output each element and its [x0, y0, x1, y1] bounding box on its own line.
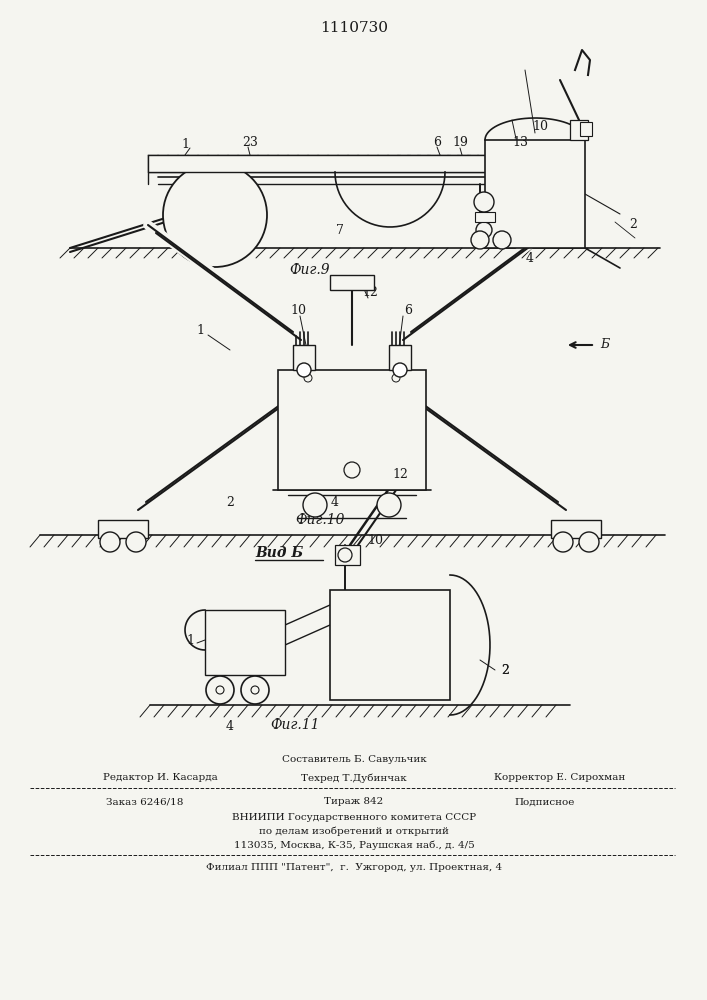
Circle shape: [216, 686, 224, 694]
Text: 4: 4: [331, 496, 339, 510]
Text: 4: 4: [526, 251, 534, 264]
Text: 7: 7: [336, 224, 344, 236]
Text: 2: 2: [501, 664, 509, 676]
Bar: [205, 610, 285, 675]
Text: Подписное: Подписное: [515, 798, 575, 806]
Circle shape: [579, 532, 599, 552]
Bar: [485, 140, 585, 248]
Text: Заказ 6246/18: Заказ 6246/18: [106, 798, 184, 806]
Text: 113035, Москва, К-35, Раушская наб., д. 4/5: 113035, Москва, К-35, Раушская наб., д. …: [233, 840, 474, 850]
Bar: [335, 545, 360, 565]
Text: 1110730: 1110730: [320, 21, 388, 35]
Text: 1: 1: [181, 138, 189, 151]
Text: 23: 23: [242, 136, 258, 149]
Circle shape: [241, 676, 269, 704]
Text: по делам изобретений и открытий: по делам изобретений и открытий: [259, 826, 449, 836]
Text: Редактор И. Касарда: Редактор И. Касарда: [103, 774, 217, 782]
Text: 1: 1: [196, 324, 204, 336]
Text: 2: 2: [629, 218, 637, 231]
Circle shape: [493, 231, 511, 249]
Text: Б: Б: [600, 338, 609, 352]
Text: 6: 6: [433, 136, 441, 149]
Text: 12: 12: [362, 286, 378, 300]
Text: 19: 19: [452, 136, 468, 149]
Circle shape: [344, 462, 360, 478]
Circle shape: [471, 231, 489, 249]
Text: 1: 1: [186, 634, 194, 647]
Text: 12: 12: [392, 468, 408, 482]
Text: Вид Б: Вид Б: [255, 546, 303, 560]
Circle shape: [126, 532, 146, 552]
Bar: [293, 345, 315, 370]
Text: 6: 6: [404, 304, 412, 316]
Circle shape: [163, 163, 267, 267]
Bar: [580, 122, 592, 136]
Bar: [98, 520, 148, 538]
Bar: [475, 212, 495, 222]
Text: Фиг.10: Фиг.10: [296, 513, 345, 527]
Text: 2: 2: [226, 496, 234, 510]
Text: Фиг.9: Фиг.9: [290, 263, 330, 277]
Bar: [551, 520, 601, 538]
Circle shape: [100, 532, 120, 552]
Bar: [389, 345, 411, 370]
Bar: [148, 155, 498, 172]
Text: 10: 10: [532, 120, 548, 133]
Circle shape: [392, 374, 400, 382]
Circle shape: [476, 222, 492, 238]
Text: 2: 2: [501, 664, 509, 676]
Text: 10: 10: [290, 304, 306, 316]
Bar: [278, 370, 426, 490]
Text: 13: 13: [512, 136, 528, 149]
Circle shape: [304, 374, 312, 382]
Bar: [330, 275, 374, 290]
Circle shape: [251, 686, 259, 694]
Text: Тираж 842: Тираж 842: [325, 798, 384, 806]
Circle shape: [338, 548, 352, 562]
Circle shape: [553, 532, 573, 552]
Bar: [330, 590, 450, 700]
Text: 4: 4: [226, 720, 234, 734]
Text: Составитель Б. Савульчик: Составитель Б. Савульчик: [281, 756, 426, 764]
Circle shape: [297, 363, 311, 377]
Circle shape: [377, 493, 401, 517]
Circle shape: [206, 676, 234, 704]
Text: Фиг.11: Фиг.11: [270, 718, 320, 732]
Text: Филиал ППП "Патент",  г.  Ужгород, ул. Проектная, 4: Филиал ППП "Патент", г. Ужгород, ул. Про…: [206, 863, 502, 872]
Text: ВНИИПИ Государственного комитета СССР: ВНИИПИ Государственного комитета СССР: [232, 812, 476, 822]
Text: 10: 10: [367, 534, 383, 546]
Text: Техред Т.Дубинчак: Техред Т.Дубинчак: [301, 773, 407, 783]
Text: Корректор Е. Сирохман: Корректор Е. Сирохман: [494, 774, 626, 782]
Bar: [570, 120, 588, 140]
Circle shape: [303, 493, 327, 517]
Circle shape: [474, 192, 494, 212]
Circle shape: [393, 363, 407, 377]
